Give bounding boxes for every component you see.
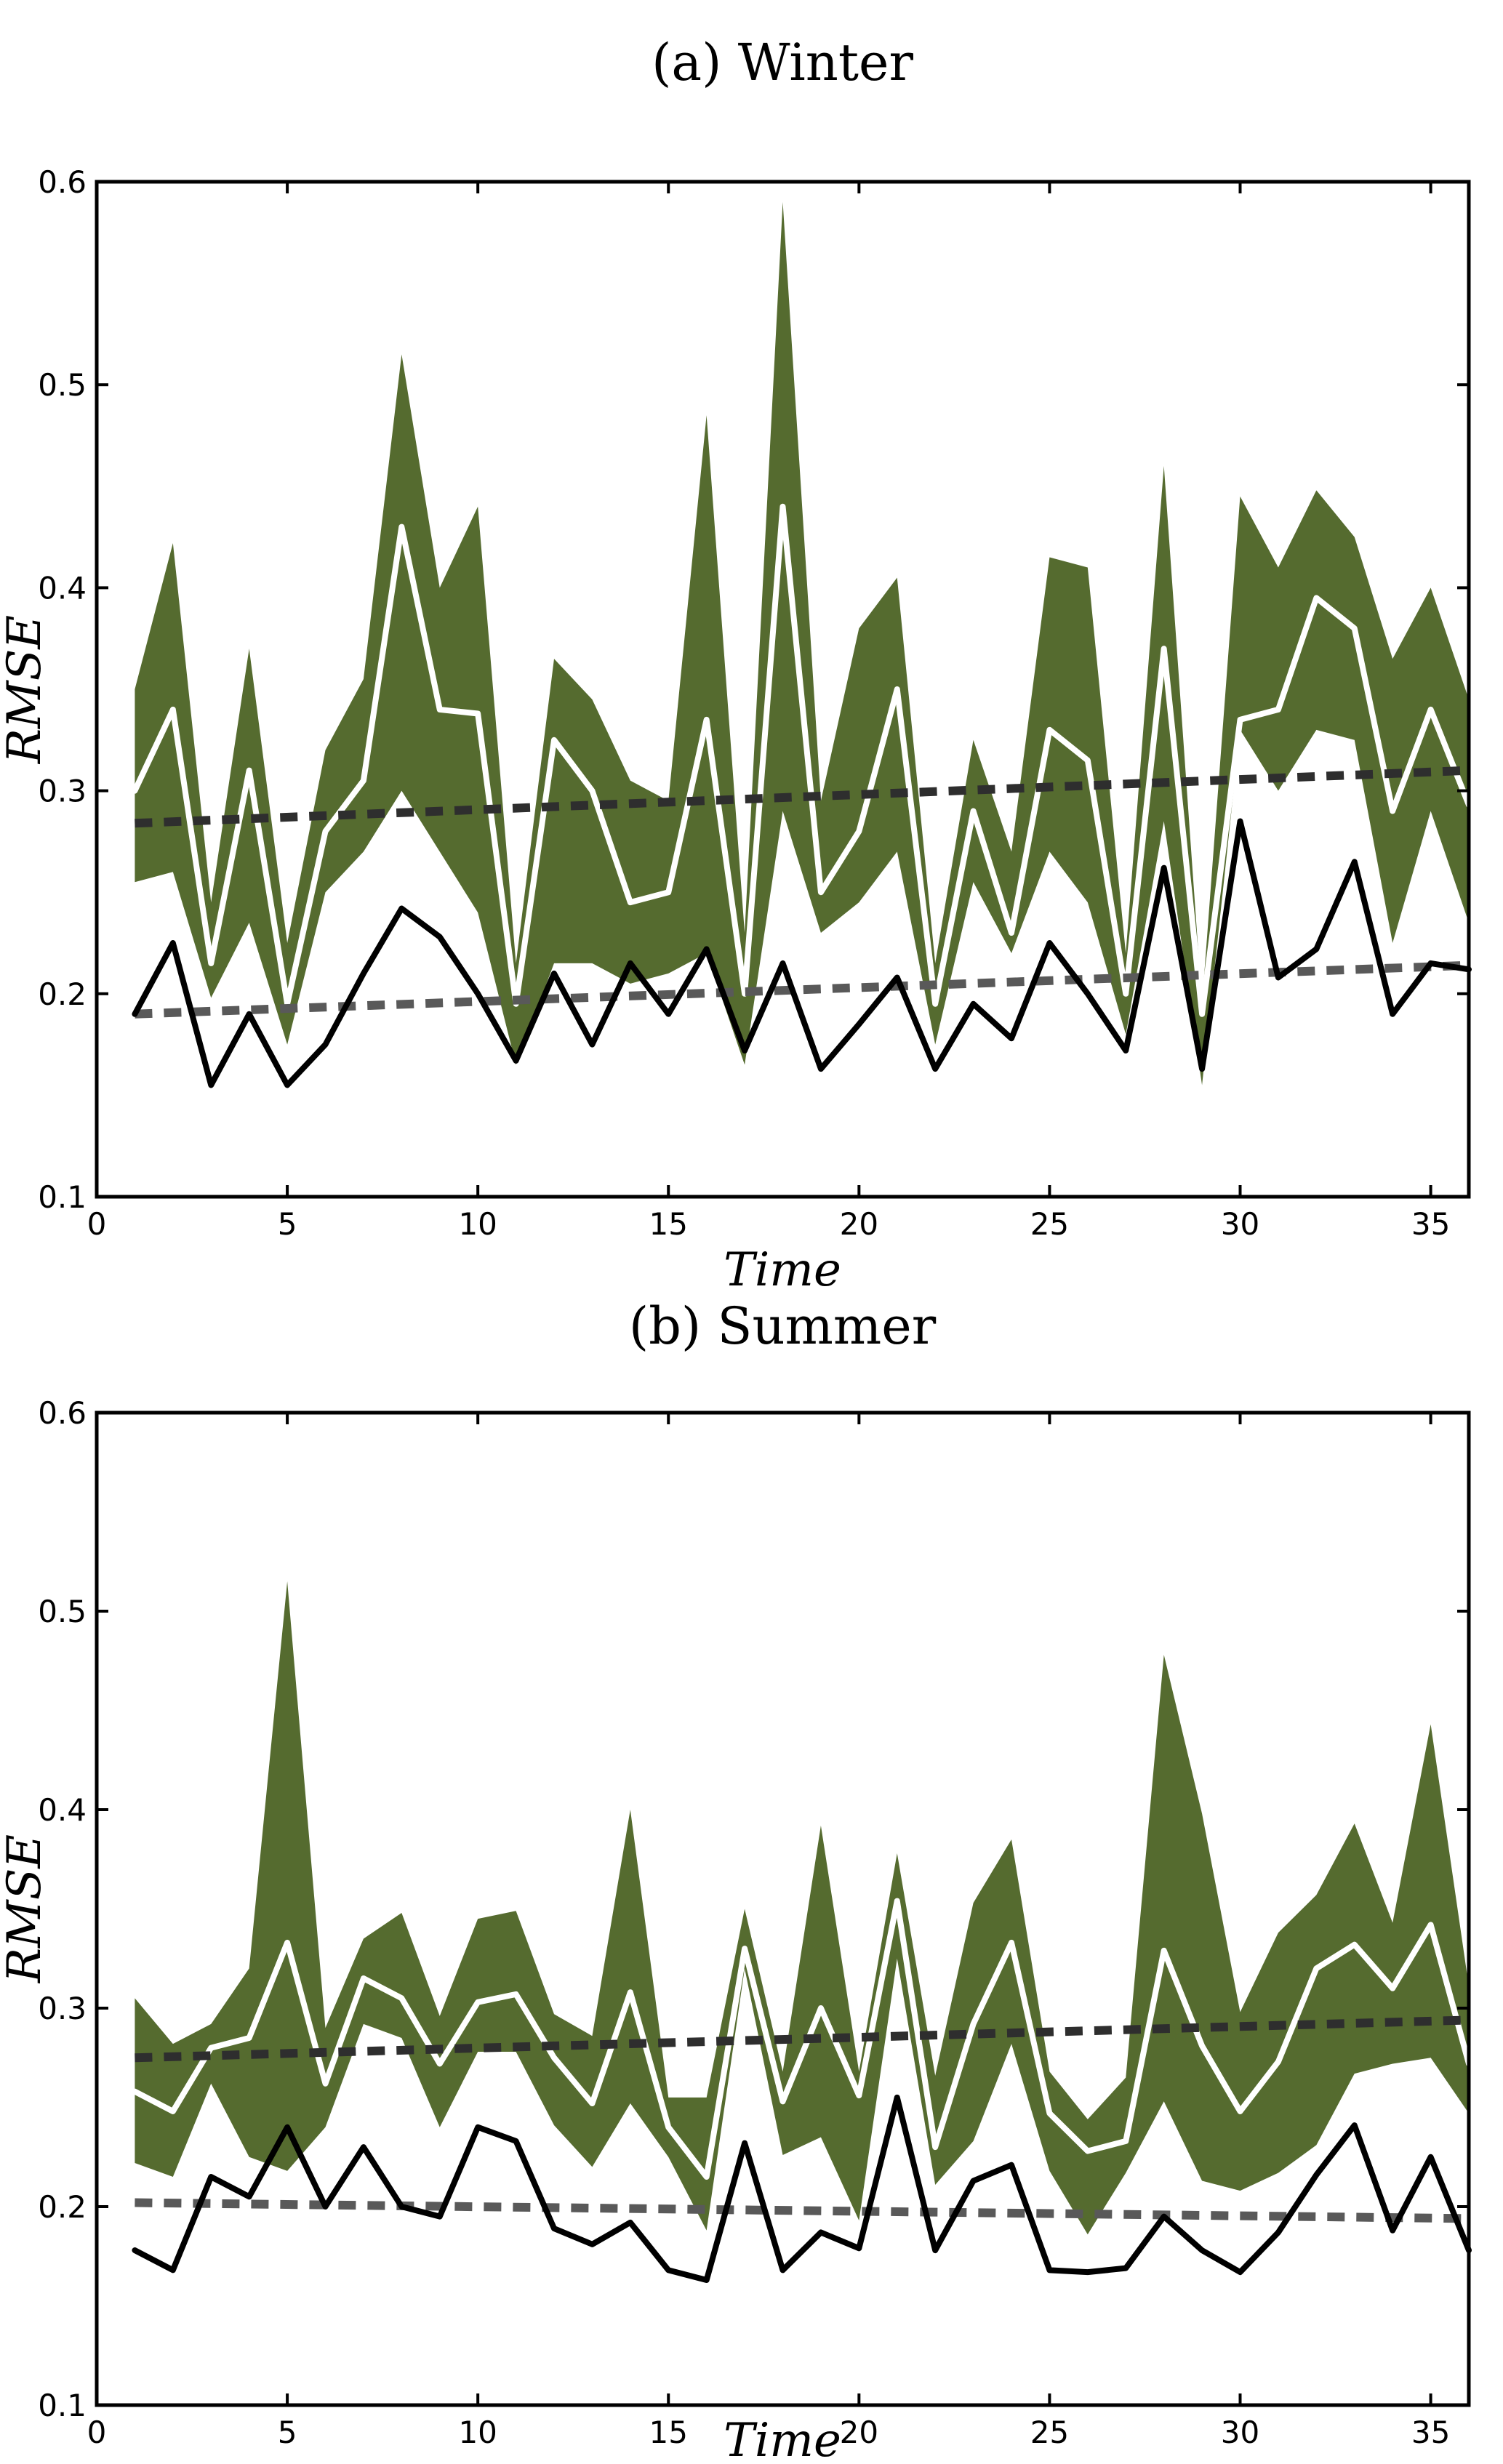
band-trend-dashed-line [135,2015,1470,2063]
black-series-line [132,2094,1472,2284]
y-tick-label: 0.5 [38,1594,87,1629]
y-tick-label: 0.3 [38,1991,87,2026]
confidence-band [135,201,1470,1085]
x-tick-label: 20 [840,1206,878,1242]
x-tick-label: 25 [1030,2415,1069,2450]
y-tick-label: 0.5 [38,367,87,403]
x-tick-label: 30 [1221,2415,1259,2450]
panel-a-ylabel: RMSE [0,615,52,764]
x-tick-label: 0 [87,1206,107,1242]
black-trend-dashed-line [135,960,1470,1019]
band-center-line [132,503,1472,1017]
confidence-band [135,1581,1470,2235]
x-tick-label: 25 [1030,1206,1069,1242]
panel-b-ylabel: RMSE [0,1834,52,1983]
panel-b-plot-area: 0 5 10 15 20 25 30 35 0.1 0.2 0.3 0.4 0.5 0.6 [38,1395,1472,2450]
x-tick-label: 20 [840,2415,878,2450]
x-tick-label: 5 [278,2415,297,2450]
y-tick-label: 0.1 [38,2388,87,2423]
y-tick-label: 0.2 [38,976,87,1012]
x-tick-label: 35 [1411,2415,1450,2450]
x-tick-label: 5 [278,1206,297,1242]
winter-chart: (a) Winter RMSE Time 0 5 10 15 20 25 30 35 0.1 0.… [0,33,1472,1293]
panel-b-xlabel: Time [724,2414,841,2464]
panel-b-title: (b) Summer [629,1296,937,1356]
black-trend-dashed-line [135,2198,1470,2223]
y-tick-label: 0.6 [38,164,87,200]
axes-frame [95,1410,1471,2407]
black-series-line [132,818,1472,1088]
y-tick-label: 0.4 [38,1792,87,1828]
panel-a-plot-area: 0 5 10 15 20 25 30 35 0.1 0.2 0.3 0.4 0.5 0.6 [38,164,1472,1242]
y-tick-label: 0.1 [38,1179,87,1215]
summer-chart: (b) Summer RMSE Time 0 5 10 15 20 25 30 35 0.1 0.… [0,1296,1472,2464]
y-tick-label: 0.3 [38,774,87,809]
x-tick-label: 0 [87,2415,107,2450]
y-tick-label: 0.6 [38,1395,87,1431]
panel-a-xlabel: Time [724,1243,841,1293]
x-tick-label: 30 [1221,1206,1259,1242]
y-tick-label: 0.2 [38,2189,87,2225]
band-center-line [132,1898,1472,2180]
x-tick-label: 15 [649,2415,688,2450]
x-tick-label: 35 [1411,1206,1450,1242]
x-tick-label: 15 [649,1206,688,1242]
y-tick-label: 0.4 [38,570,87,606]
x-tick-label: 10 [458,2415,497,2450]
axes-frame [95,180,1471,1199]
band-trend-dashed-line [135,766,1470,828]
panel-a-title: (a) Winter [652,33,913,92]
x-tick-label: 10 [458,1206,497,1242]
